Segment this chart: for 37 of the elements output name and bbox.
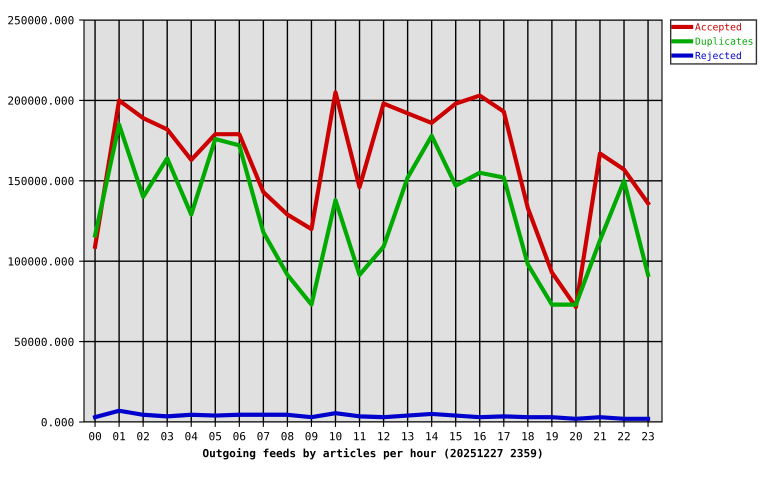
x-axis-title: Outgoing feeds by articles per hour (20251227 2359) xyxy=(202,448,542,460)
x-tick-label: 04 xyxy=(185,432,198,440)
legend-label: Duplicates xyxy=(696,37,753,47)
x-tick-label: 16 xyxy=(474,432,486,440)
x-tick-label: 15 xyxy=(450,432,462,440)
x-tick-label: 12 xyxy=(378,432,390,440)
x-tick-label: 18 xyxy=(522,432,534,440)
x-tick-label: 06 xyxy=(233,432,246,440)
y-tick-label: 100000.000 xyxy=(8,257,74,266)
line-series xyxy=(92,408,650,421)
x-tick-label: 21 xyxy=(594,432,606,440)
y-tick-label: 50000.000 xyxy=(14,338,74,346)
x-tick-label: 08 xyxy=(281,432,294,440)
x-tick-label: 03 xyxy=(161,432,174,440)
y-tick-label: 250000.000 xyxy=(8,16,74,24)
legend-label: Rejected xyxy=(696,52,741,62)
y-tick-label: 200000.000 xyxy=(8,96,74,105)
x-tick-label: 02 xyxy=(137,432,149,440)
line-series xyxy=(92,90,650,310)
x-tick-label: 22 xyxy=(618,432,630,440)
y-tick-label: 0.000 xyxy=(42,418,74,426)
x-tick-label: 01 xyxy=(113,432,126,440)
x-tick-label: 23 xyxy=(642,432,654,440)
x-tick-label: 20 xyxy=(570,432,582,440)
y-tick-label: 150000.000 xyxy=(8,176,74,186)
x-tick-label: 17 xyxy=(498,432,510,440)
x-tick-label: 00 xyxy=(89,432,102,440)
x-tick-label: 13 xyxy=(402,432,414,440)
x-tick-label: 19 xyxy=(546,432,558,440)
x-tick-label: 05 xyxy=(209,432,222,440)
x-tick-label: 10 xyxy=(330,432,342,440)
x-tick-label: 09 xyxy=(305,432,318,440)
x-tick-label: 11 xyxy=(354,432,366,440)
legend-label: Accepted xyxy=(695,22,741,32)
x-tick-label: 07 xyxy=(257,432,270,440)
x-tick-label: 14 xyxy=(426,432,438,440)
line-series xyxy=(92,122,650,307)
